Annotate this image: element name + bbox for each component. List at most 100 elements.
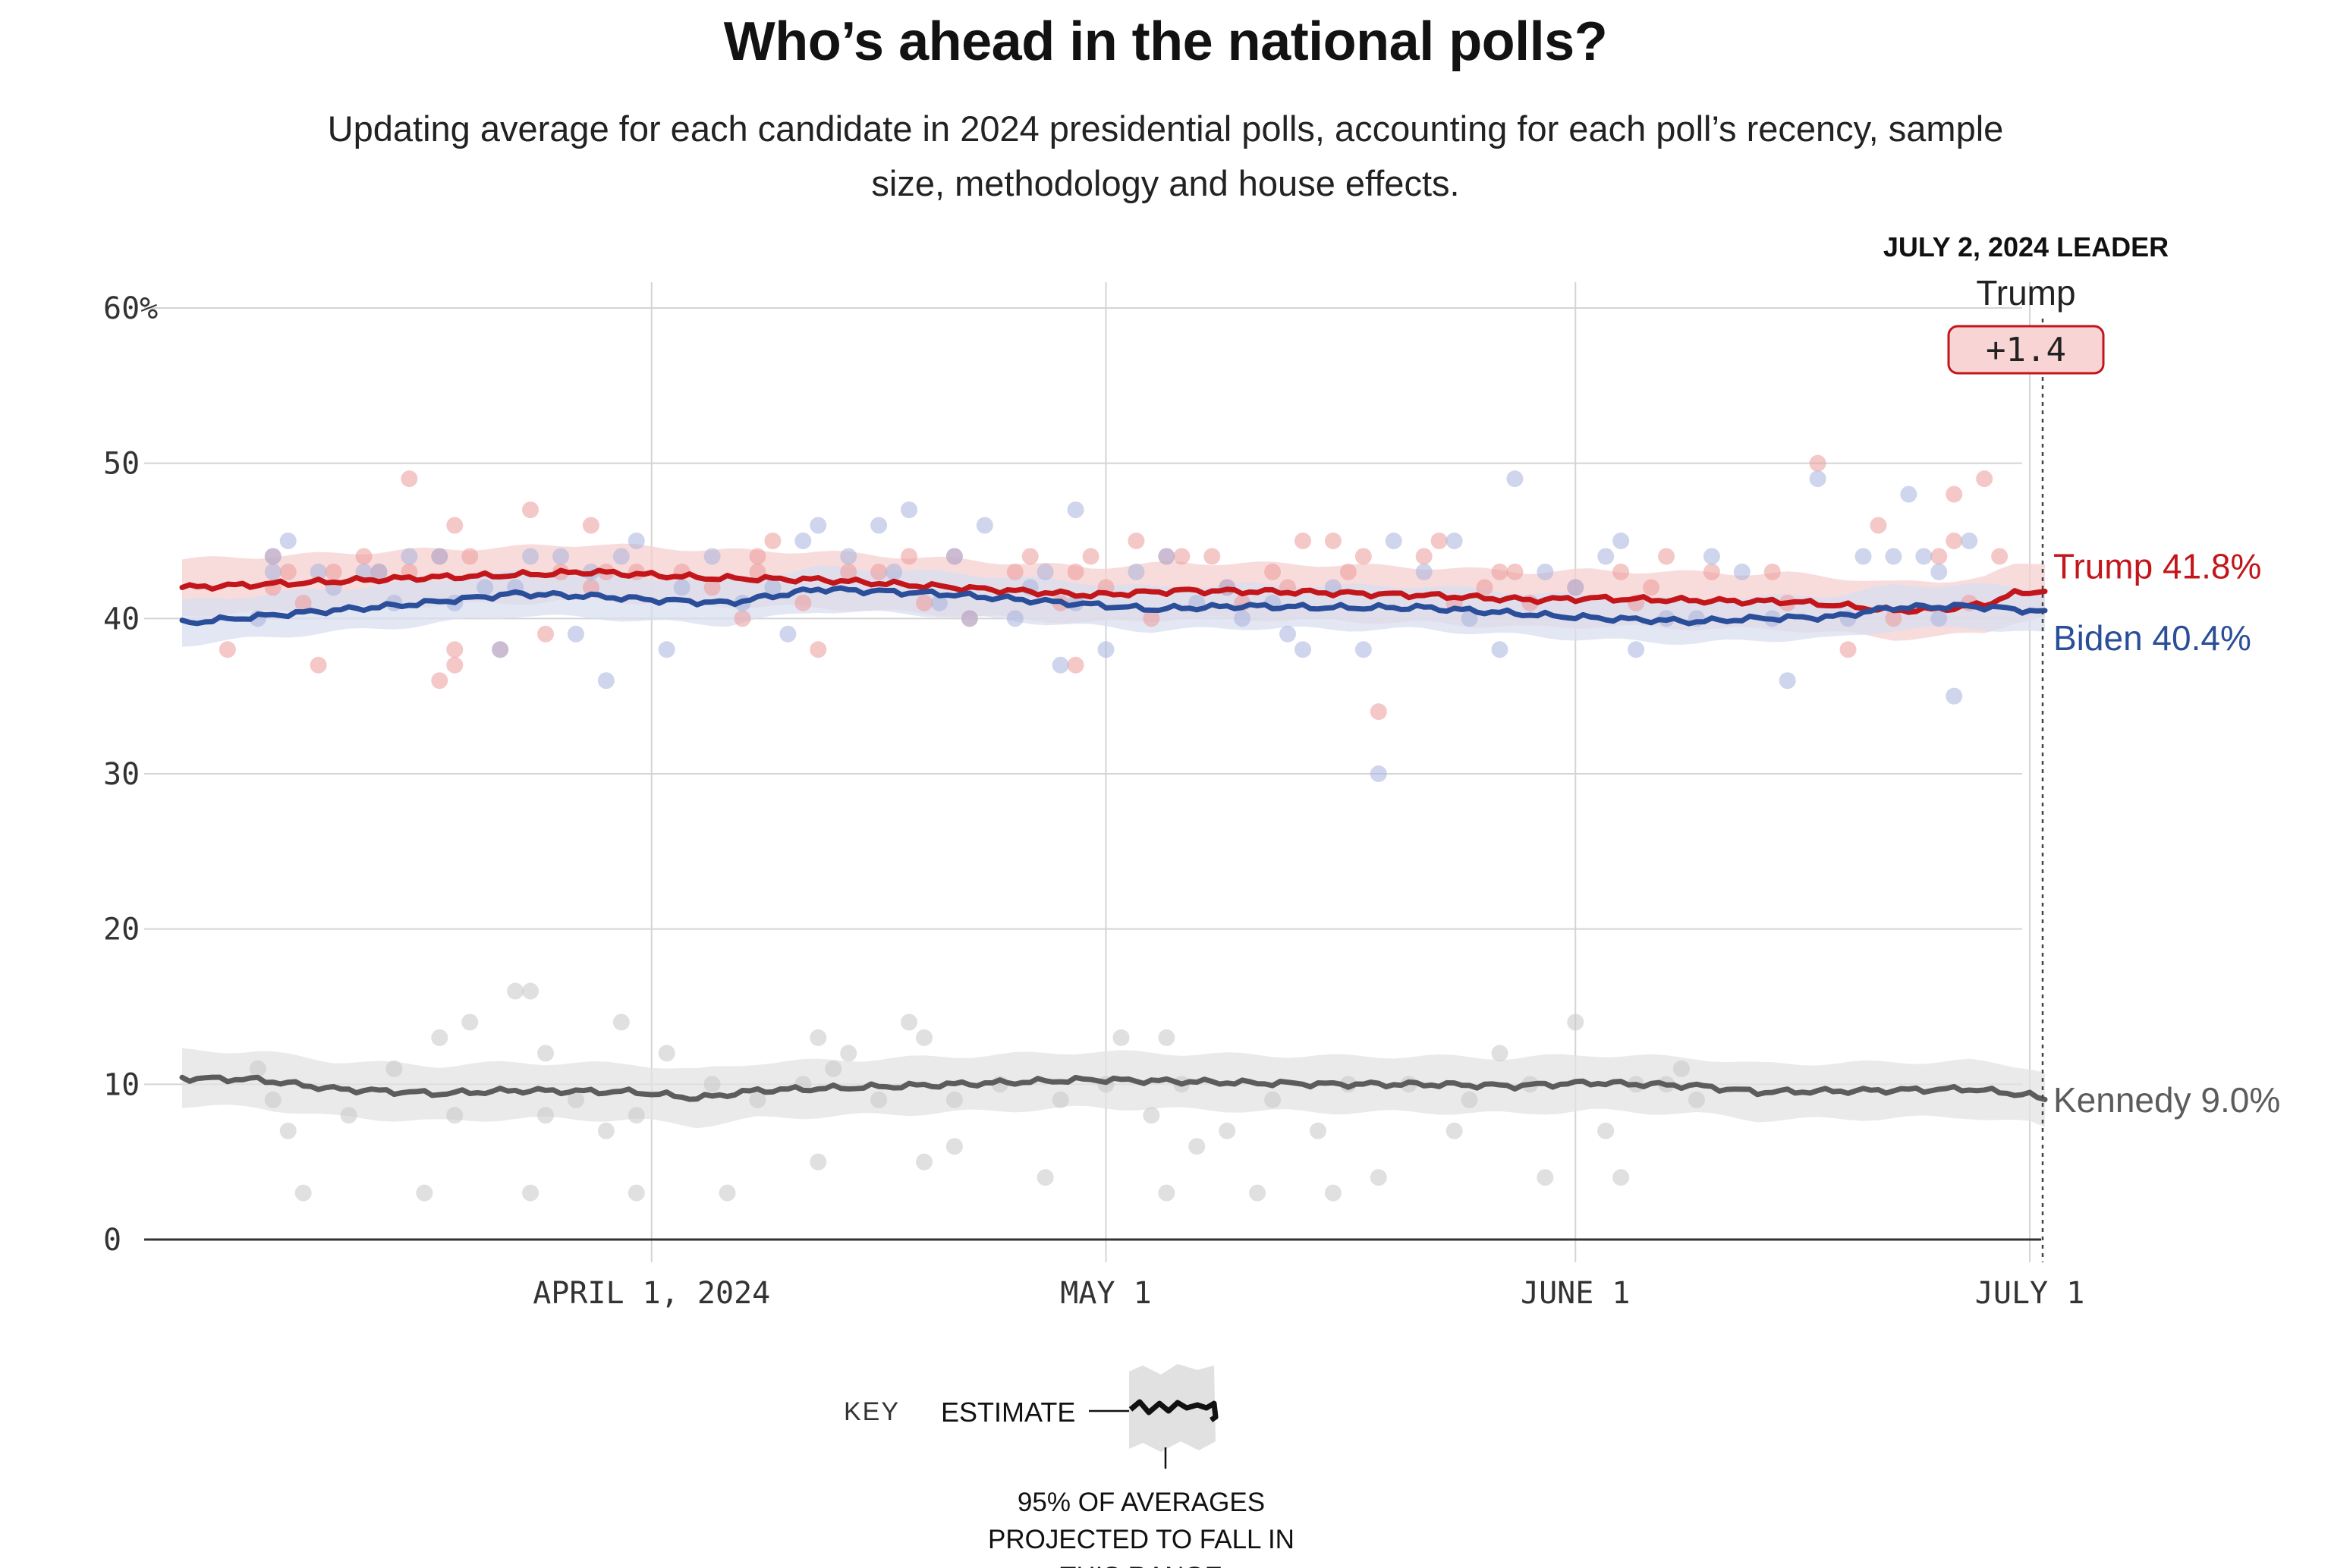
biden-poll-dot (870, 517, 888, 534)
kennedy-poll-dot (1445, 1122, 1463, 1139)
kennedy-poll-dot (597, 1122, 615, 1139)
biden-poll-dot (612, 548, 630, 565)
kennedy-poll-dot (1597, 1122, 1615, 1139)
biden-poll-dot (628, 533, 645, 549)
kennedy-poll-dot (1537, 1169, 1554, 1186)
trump-poll-dot (325, 563, 342, 580)
kennedy-poll-dot (537, 1045, 555, 1062)
biden-poll-dot (1506, 470, 1524, 488)
key-range-line-3: THIS RANGE (1060, 1562, 1222, 1568)
trump-poll-dot (1430, 533, 1448, 549)
leader-name: Trump (1976, 273, 2075, 313)
kennedy-poll-dot (945, 1138, 963, 1155)
trump-poll-dot (1506, 563, 1524, 580)
biden-poll-dot (1128, 563, 1145, 580)
biden-poll-dot (673, 579, 690, 596)
kennedy-poll-dot (1158, 1184, 1175, 1202)
biden-poll-dot (764, 579, 782, 596)
axes: 0 10 20 30 40 50 60% APRIL 1, 2024 MAY 1 JUNE 1 JU… (103, 291, 2084, 1311)
biden-poll-dot (1370, 765, 1387, 782)
kennedy-poll-dot (658, 1045, 675, 1062)
trump-poll-dot (1976, 470, 1993, 488)
trump-poll-dot (1703, 563, 1720, 580)
biden-poll-dot (567, 625, 584, 643)
biden-poll-dot (794, 533, 812, 549)
kennedy-poll-dot (507, 982, 524, 1000)
trump-poll-dot (1067, 656, 1084, 674)
trump-poll-dot (810, 641, 827, 658)
y-tick-label: 40 (103, 602, 140, 636)
kennedy-poll-dot (461, 1013, 479, 1031)
trump-poll-dot (582, 579, 599, 596)
biden-poll-dot (1097, 641, 1115, 658)
kennedy-poll-dot (1264, 1091, 1282, 1108)
biden-poll-dot (1915, 548, 1933, 565)
biden-poll-dot (779, 625, 797, 643)
trump-poll-dot (461, 548, 479, 565)
trump-poll-dot (1839, 641, 1857, 658)
trump-poll-dot (1946, 533, 1963, 549)
trump-poll-dot (1991, 548, 2009, 565)
kennedy-poll-dot (522, 1184, 539, 1202)
x-tick-label: JULY 1 (1975, 1276, 2085, 1311)
kennedy-poll-dot (810, 1029, 827, 1046)
trump-poll-dot (1612, 563, 1630, 580)
leader-margin: +1.4 (1986, 331, 2066, 369)
chart-key: KEY ESTIMATE 95% OF AVERAGES PROJECTED T… (844, 1364, 1294, 1568)
trump-poll-dot (1203, 548, 1221, 565)
trump-end-label: Trump 41.8% (2053, 546, 2261, 586)
trump-poll-dot (1324, 533, 1342, 549)
biden-poll-dot (1567, 579, 1584, 596)
trump-poll-dot (537, 625, 555, 643)
trump-poll-dot (446, 641, 464, 658)
kennedy-poll-dot (416, 1184, 433, 1202)
biden-poll-dot (1006, 610, 1024, 627)
biden-poll-dot (1354, 641, 1372, 658)
kennedy-poll-dot (703, 1076, 721, 1093)
kennedy-poll-dot (294, 1184, 312, 1202)
biden-poll-dot (1930, 563, 1948, 580)
biden-poll-dot (1809, 470, 1826, 488)
kennedy-poll-dot (431, 1029, 448, 1046)
trump-poll-dot (401, 470, 418, 488)
biden-poll-dot (279, 533, 297, 549)
trump-poll-dot (446, 517, 464, 534)
kennedy-poll-dot (628, 1107, 645, 1124)
x-tick-label: MAY 1 (1060, 1276, 1151, 1311)
biden-poll-dot (370, 563, 388, 580)
kennedy-poll-dot (340, 1107, 357, 1124)
trump-poll-dot (1082, 548, 1099, 565)
trump-poll-dot (840, 563, 857, 580)
kennedy-poll-dot (840, 1045, 857, 1062)
kennedy-poll-dot (1567, 1013, 1584, 1031)
kennedy-poll-dot (1112, 1029, 1130, 1046)
biden-poll-dot (552, 548, 569, 565)
biden-poll-dot (1733, 563, 1751, 580)
trump-poll-dot (901, 548, 918, 565)
kennedy-poll-dot (1461, 1091, 1478, 1108)
biden-poll-dot (945, 548, 963, 565)
biden-poll-dot (1234, 610, 1251, 627)
kennedy-poll-dot (446, 1107, 464, 1124)
biden-poll-dot (1158, 548, 1175, 565)
trump-poll-dot (1930, 548, 1948, 565)
biden-poll-dot (1779, 672, 1796, 690)
kennedy-poll-dot (916, 1153, 933, 1171)
chart-subtitle: Updating average for each candidate in 2… (327, 108, 2004, 203)
kennedy-poll-dot (719, 1184, 736, 1202)
y-tick-label: 20 (103, 913, 140, 947)
trump-poll-dot (294, 594, 312, 611)
y-tick-label: 30 (103, 757, 140, 792)
kennedy-poll-dot (385, 1060, 403, 1077)
trump-poll-dot (1763, 563, 1781, 580)
trump-poll-dot (522, 501, 539, 519)
biden-poll-dot (703, 548, 721, 565)
kennedy-poll-dot (537, 1107, 555, 1124)
biden-poll-dot (1612, 533, 1630, 549)
kennedy-poll-dot (901, 1013, 918, 1031)
kennedy-poll-dot (749, 1091, 766, 1108)
kennedy-poll-dot (1037, 1169, 1054, 1186)
biden-poll-dot (1946, 687, 1963, 705)
kennedy-poll-dot (1143, 1107, 1160, 1124)
biden-poll-dot (1445, 533, 1463, 549)
